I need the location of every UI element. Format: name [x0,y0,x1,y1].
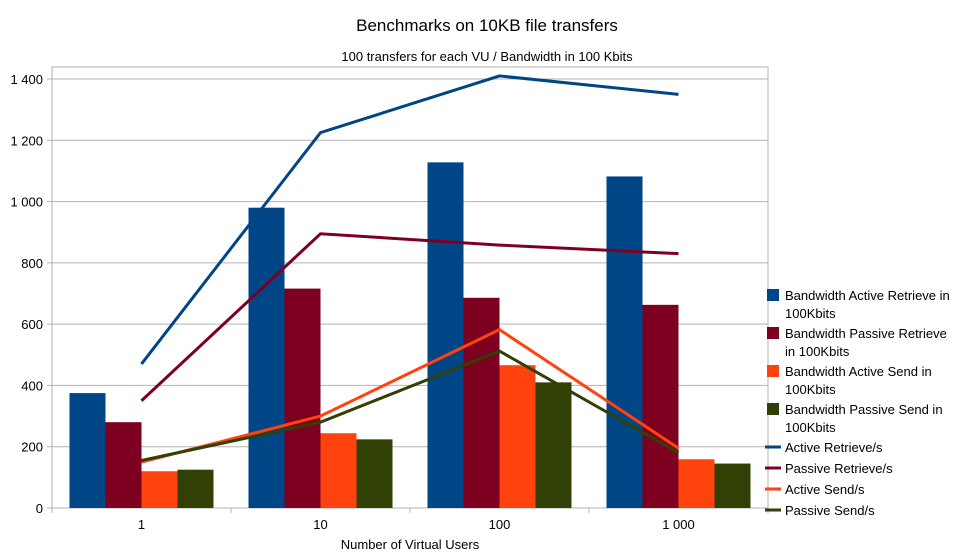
chart-title: Benchmarks on 10KB file transfers [356,16,618,35]
legend-label: Passive Send/s [785,503,875,518]
legend-label: 100Kbits [785,382,836,397]
bar [320,433,357,508]
x-tick-label: 1 000 [662,517,695,532]
x-tick-label: 100 [489,517,511,532]
legend-label: Active Retrieve/s [785,440,883,455]
bar [141,471,178,508]
bar [427,162,464,508]
y-tick-label: 1 200 [10,133,43,148]
series-line [141,327,680,464]
legend-label: 100Kbits [785,306,836,321]
bar [642,304,679,508]
y-tick-label: 400 [21,378,43,393]
bar [248,207,285,508]
bar [499,365,536,508]
axes: 0 200 400 600 800 1 000 1 200 1 400 1 10 100 1 000 [10,72,769,532]
bar [69,393,106,508]
legend-label: Passive Retrieve/s [785,461,893,476]
legend-label: Active Send/s [785,482,865,497]
y-tick-label: 1 400 [10,72,43,87]
y-tick-label: 600 [21,317,43,332]
legend-label: Bandwidth Passive Retrieve [785,326,947,341]
bar [535,382,572,508]
legend-label: Bandwidth Active Retrieve in [785,288,950,303]
y-tick-label: 0 [36,501,43,516]
bar [284,288,321,508]
x-tick-label: 1 [138,517,145,532]
series-line [140,232,679,402]
bar [105,422,142,508]
y-tick-label: 1 000 [10,195,43,210]
legend: Bandwidth Active Retrieve in 100Kbits Band… [765,288,950,518]
bar [714,463,751,508]
y-tick-label: 800 [21,256,43,271]
legend-label: Bandwidth Active Send in [785,364,932,379]
legend-swatch [767,365,779,377]
legend-swatch [767,327,779,339]
legend-swatch [767,403,779,415]
legend-swatch [767,289,779,301]
series-line [140,74,679,365]
x-tick-label: 10 [313,517,327,532]
x-axis-label: Number of Virtual Users [341,537,480,552]
bar [177,469,214,508]
legend-label: Bandwidth Passive Send in [785,402,943,417]
line-series-group [140,74,680,464]
bar [463,297,500,508]
y-tick-label: 200 [21,440,43,455]
chart-subtitle: 100 transfers for each VU / Bandwidth in… [341,49,633,64]
bar [606,176,643,509]
legend-label: in 100Kbits [785,344,850,359]
bar-series-group [69,162,751,509]
bar [678,459,715,508]
bar [356,439,393,508]
legend-label: 100Kbits [785,420,836,435]
series-line [141,349,680,462]
